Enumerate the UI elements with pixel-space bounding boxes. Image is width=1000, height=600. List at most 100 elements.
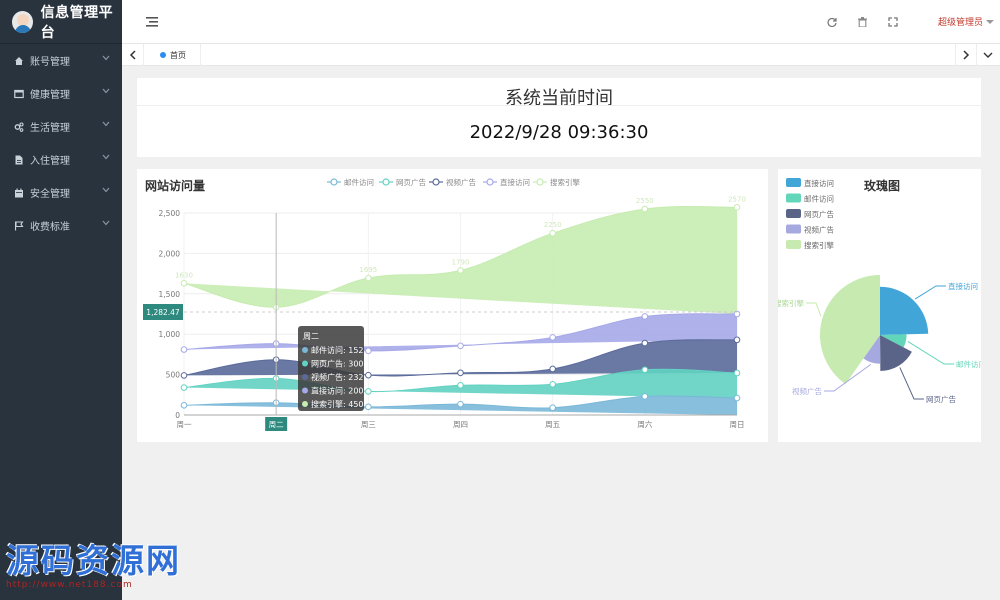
slice-label: 视频广告 — [792, 386, 822, 396]
total-label: 1695 — [359, 266, 377, 274]
tooltip-row: 搜索引擎: 450 — [311, 399, 364, 409]
legend-label: 邮件访问 — [804, 194, 834, 204]
label-line — [824, 363, 872, 392]
data-point[interactable] — [641, 205, 649, 213]
tab-scroll-right-button[interactable] — [955, 44, 977, 66]
y-tick-label: 500 — [166, 371, 181, 380]
rose-slice[interactable] — [863, 335, 881, 364]
data-point[interactable] — [457, 369, 464, 377]
refresh-icon — [827, 17, 837, 27]
slice-label: 直接访问 — [948, 281, 978, 291]
data-point[interactable] — [457, 342, 464, 350]
rose-slice[interactable] — [880, 286, 929, 335]
legend-marker — [382, 178, 390, 186]
watermark-logo-url: http://www.net188.com — [6, 580, 133, 590]
data-point[interactable] — [457, 400, 464, 408]
refresh-button[interactable] — [824, 14, 840, 30]
user-menu[interactable]: 超级管理员 — [938, 15, 994, 28]
tooltip-marker — [302, 347, 308, 353]
data-point[interactable] — [180, 402, 188, 409]
data-point[interactable] — [549, 404, 556, 412]
home-icon — [14, 56, 24, 66]
tab-bar: 首页 — [122, 44, 1000, 66]
data-point[interactable] — [180, 279, 188, 287]
calendar-icon — [14, 188, 24, 198]
total-label: 2570 — [728, 195, 746, 203]
tab-home[interactable]: 首页 — [146, 44, 201, 66]
data-point[interactable] — [641, 313, 649, 320]
sidebar-item-1[interactable]: 账号管理 — [0, 44, 122, 77]
sidebar-item-5[interactable]: 安全管理 — [0, 176, 122, 209]
legend-item[interactable]: 邮件访问 — [327, 177, 374, 187]
y-tick-label: 0 — [175, 411, 180, 420]
legend-item[interactable]: 搜索引擎 — [533, 177, 580, 187]
data-point[interactable] — [733, 369, 741, 377]
data-point[interactable] — [365, 274, 372, 282]
tooltip-row: 邮件访问: 152 — [311, 345, 364, 355]
rose-chart-title: 玫瑰图 — [864, 179, 901, 193]
visits-area-chart: 邮件访问 网页广告 视频广告 直接访问 搜索引擎 0 500 1,000 1,500 2,000 2… — [143, 177, 746, 431]
data-point[interactable] — [549, 380, 556, 388]
tab-scroll-left-button[interactable] — [122, 44, 144, 66]
slice-label: 搜索引擎 — [778, 298, 804, 308]
data-point[interactable] — [180, 384, 188, 391]
chevron-down-icon — [986, 19, 994, 24]
data-point[interactable] — [365, 371, 372, 379]
data-point[interactable] — [733, 204, 741, 211]
legend-item[interactable]: 网页广告 — [379, 177, 426, 187]
rose-slice[interactable] — [880, 335, 912, 371]
data-point[interactable] — [549, 365, 556, 373]
data-point[interactable] — [641, 339, 649, 347]
collapse-menu-button[interactable] — [144, 14, 160, 30]
legend-item[interactable]: 视频广告 — [786, 224, 834, 235]
system-time-value: 2022/9/28 09:36:30 — [469, 122, 649, 143]
slice-label: 网页广告 — [926, 394, 956, 404]
data-point[interactable] — [641, 366, 649, 374]
fullscreen-button[interactable] — [885, 14, 901, 30]
label-line — [914, 285, 946, 300]
legend-item[interactable]: 视频广告 — [429, 177, 476, 187]
legend-label: 搜索引擎 — [804, 240, 834, 250]
legend-item[interactable]: 搜索引擎 — [786, 240, 834, 250]
chevron-right-icon — [962, 50, 969, 60]
legend-item[interactable]: 直接访问 — [786, 178, 834, 188]
data-point[interactable] — [733, 394, 741, 402]
data-point[interactable] — [457, 267, 464, 274]
legend-swatch — [786, 240, 801, 249]
rose-slice[interactable] — [880, 334, 907, 348]
data-point[interactable] — [365, 388, 372, 395]
legend-label: 网页广告 — [396, 177, 426, 187]
label-line — [899, 367, 924, 400]
system-time-card: 系统当前时间 2022/9/28 09:36:30 — [137, 78, 981, 157]
legend-marker — [486, 178, 494, 186]
rose-slice[interactable] — [820, 275, 880, 385]
data-point[interactable] — [457, 381, 464, 389]
data-point[interactable] — [365, 403, 372, 411]
data-point[interactable] — [733, 310, 741, 318]
sidebar-item-3[interactable]: 生活管理 — [0, 110, 122, 143]
y-tick-label: 1,000 — [159, 330, 181, 339]
sidebar-item-4[interactable]: 入住管理 — [0, 143, 122, 176]
data-point[interactable] — [180, 372, 188, 379]
data-point[interactable] — [641, 393, 649, 400]
data-point[interactable] — [365, 347, 372, 355]
sidebar-item-label: 账号管理 — [30, 57, 70, 68]
data-point[interactable] — [549, 334, 556, 341]
data-point[interactable] — [549, 229, 556, 237]
x-tick-label: 周日 — [730, 420, 745, 429]
data-point[interactable] — [733, 336, 741, 344]
legend-item[interactable]: 邮件访问 — [786, 193, 834, 204]
divider — [137, 105, 981, 106]
sidebar-item-6[interactable]: 收费标准 — [0, 209, 122, 242]
sidebar-item-2[interactable]: 健康管理 — [0, 77, 122, 110]
legend-label: 邮件访问 — [344, 177, 374, 187]
x-tick-label: 周一 — [177, 420, 192, 429]
tab-label: 首页 — [170, 50, 186, 60]
legend-item[interactable]: 直接访问 — [483, 177, 530, 187]
legend-swatch — [786, 209, 801, 218]
legend-item[interactable]: 网页广告 — [786, 209, 834, 219]
clear-cache-button[interactable] — [854, 14, 870, 30]
tab-options-button[interactable] — [977, 44, 999, 66]
data-point[interactable] — [180, 346, 188, 353]
